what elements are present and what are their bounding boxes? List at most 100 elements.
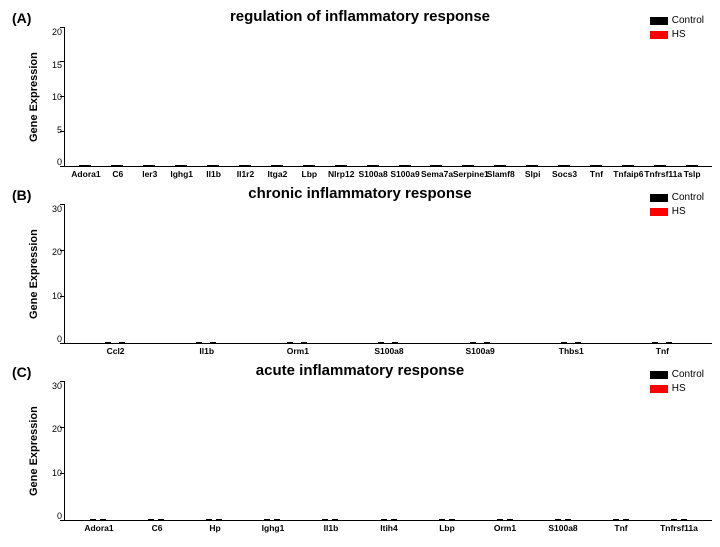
legend-swatch bbox=[650, 194, 668, 202]
x-tick-label: S100a8 bbox=[534, 521, 592, 533]
error-cap bbox=[500, 165, 506, 166]
x-tick-label: Lbp bbox=[418, 521, 476, 533]
error-cap bbox=[596, 165, 602, 166]
y-tick-label: 10 bbox=[52, 92, 62, 102]
x-axis: Ccl2Il1bOrm1S100a8S100a9Thbs1Tnf bbox=[8, 344, 712, 356]
error-cap bbox=[507, 519, 513, 520]
x-tick-label: Sema7a bbox=[421, 167, 453, 179]
error-cap bbox=[449, 519, 455, 520]
error-cap bbox=[666, 342, 672, 343]
error-cap bbox=[274, 519, 280, 520]
legend-item-control: Control bbox=[650, 14, 704, 28]
chart-title: chronic inflammatory response bbox=[8, 185, 712, 202]
error-cap bbox=[245, 165, 251, 166]
error-cap bbox=[301, 342, 307, 343]
panel-A: (A)regulation of inflammatory responseCo… bbox=[8, 8, 712, 179]
x-tick-label: Il1r2 bbox=[230, 167, 262, 179]
error-cap bbox=[90, 519, 96, 520]
error-cap bbox=[470, 342, 476, 343]
chart-title: acute inflammatory response bbox=[8, 362, 712, 379]
error-cap bbox=[85, 165, 91, 166]
x-tick-label: Tnfrsf11a bbox=[650, 521, 708, 533]
x-tick-label: Ier3 bbox=[134, 167, 166, 179]
y-tick-label: 30 bbox=[52, 204, 62, 214]
chart-title: regulation of inflammatory response bbox=[8, 8, 712, 25]
panel-label: (A) bbox=[12, 10, 31, 26]
error-cap bbox=[652, 342, 658, 343]
error-cap bbox=[181, 165, 187, 166]
error-cap bbox=[392, 342, 398, 343]
x-tick-label: Tslp bbox=[676, 167, 708, 179]
error-cap bbox=[671, 519, 677, 520]
error-cap bbox=[210, 342, 216, 343]
error-cap bbox=[117, 165, 123, 166]
error-cap bbox=[378, 342, 384, 343]
error-cap bbox=[660, 165, 666, 166]
x-tick-label: Nlrp12 bbox=[325, 167, 357, 179]
plot-area: Gene Expression3020100 bbox=[8, 204, 712, 344]
error-cap bbox=[322, 519, 328, 520]
error-cap bbox=[623, 519, 629, 520]
error-cap bbox=[373, 165, 379, 166]
error-cap bbox=[497, 519, 503, 520]
y-tick-label: 20 bbox=[52, 424, 62, 434]
error-cap bbox=[681, 519, 687, 520]
x-tick-label: Itga2 bbox=[261, 167, 293, 179]
y-tick bbox=[60, 296, 65, 297]
y-axis-label: Gene Expression bbox=[26, 204, 42, 344]
error-cap bbox=[628, 165, 634, 166]
x-tick-label: Thbs1 bbox=[526, 344, 617, 356]
error-cap bbox=[100, 519, 106, 520]
y-axis-label: Gene Expression bbox=[26, 381, 42, 521]
x-tick-label: Slpi bbox=[517, 167, 549, 179]
x-tick-label: Lbp bbox=[293, 167, 325, 179]
y-tick bbox=[60, 61, 65, 62]
error-cap bbox=[149, 165, 155, 166]
x-tick-label: Slamf8 bbox=[485, 167, 517, 179]
x-tick-label: C6 bbox=[102, 167, 134, 179]
x-tick-label: Adora1 bbox=[70, 167, 102, 179]
plot bbox=[64, 381, 712, 521]
error-cap bbox=[309, 165, 315, 166]
error-cap bbox=[391, 519, 397, 520]
y-tick bbox=[60, 520, 65, 521]
legend-label: Control bbox=[672, 191, 704, 205]
y-tick bbox=[60, 381, 65, 382]
error-cap bbox=[561, 342, 567, 343]
x-axis: Adora1C6Ier3Ighg1Il1bIl1r2Itga2LbpNlrp12… bbox=[8, 167, 712, 179]
plot bbox=[64, 27, 712, 167]
plot-area: Gene Expression3020100 bbox=[8, 381, 712, 521]
error-cap bbox=[216, 519, 222, 520]
panel-C: (C)acute inflammatory responseControlHSG… bbox=[8, 362, 712, 533]
x-tick-label: S100a9 bbox=[389, 167, 421, 179]
plot-area: Gene Expression20151050 bbox=[8, 27, 712, 167]
x-tick-label: Ighg1 bbox=[166, 167, 198, 179]
x-tick-label: S100a9 bbox=[435, 344, 526, 356]
error-cap bbox=[381, 519, 387, 520]
error-cap bbox=[565, 519, 571, 520]
y-tick bbox=[60, 131, 65, 132]
error-cap bbox=[287, 342, 293, 343]
y-tick bbox=[60, 166, 65, 167]
x-tick-label: Tnf bbox=[592, 521, 650, 533]
y-tick bbox=[60, 343, 65, 344]
x-tick-label: Adora1 bbox=[70, 521, 128, 533]
legend-item-control: Control bbox=[650, 368, 704, 382]
plot bbox=[64, 204, 712, 344]
legend-swatch bbox=[650, 371, 668, 379]
error-cap bbox=[341, 165, 347, 166]
x-tick-label: Il1b bbox=[198, 167, 230, 179]
error-cap bbox=[468, 165, 474, 166]
figure: (A)regulation of inflammatory responseCo… bbox=[8, 8, 712, 533]
error-cap bbox=[439, 519, 445, 520]
error-cap bbox=[277, 165, 283, 166]
y-axis-label: Gene Expression bbox=[26, 27, 42, 167]
y-axis: 20151050 bbox=[42, 27, 64, 167]
y-tick bbox=[60, 473, 65, 474]
x-tick-label: Ighg1 bbox=[244, 521, 302, 533]
x-tick-label: Tnfrsf11a bbox=[644, 167, 676, 179]
y-tick bbox=[60, 204, 65, 205]
y-tick bbox=[60, 250, 65, 251]
error-cap bbox=[213, 165, 219, 166]
error-cap bbox=[119, 342, 125, 343]
